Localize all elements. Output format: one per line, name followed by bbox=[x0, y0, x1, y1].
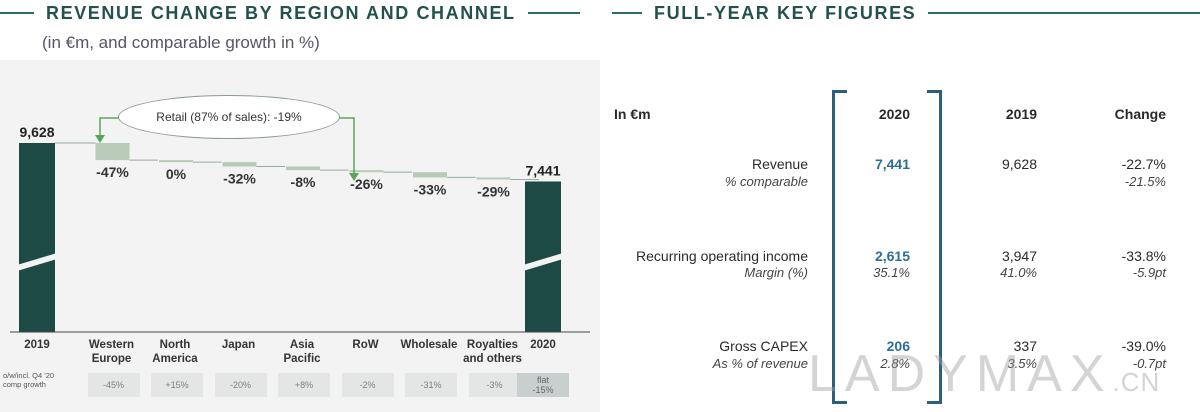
category-label-0: 2019 bbox=[24, 339, 50, 351]
axis-break-2020 bbox=[523, 253, 563, 271]
row-revenue-label: Revenue bbox=[751, 156, 808, 172]
watermark: LADYMAX.CN bbox=[808, 344, 1160, 404]
row-capex-sub-change: -0.7pt bbox=[1132, 356, 1166, 371]
row-revenue-sub-change: -21.5% bbox=[1124, 174, 1166, 189]
growth-footnote-label: o/w/incl. Q4 '20 comp growth bbox=[3, 371, 55, 389]
q4-growth-box-total: flat -15% bbox=[517, 373, 569, 397]
highlight-bracket-left bbox=[832, 90, 847, 404]
change-pct-label-5: -33% bbox=[414, 181, 447, 197]
change-bar-2 bbox=[222, 162, 257, 167]
row-revenue-2020: 7,441 bbox=[874, 156, 910, 172]
q4-growth-box-6: -3% bbox=[468, 373, 521, 397]
category-label-8: 2020 bbox=[530, 339, 556, 351]
bar-2020-label: 7,441 bbox=[525, 162, 560, 178]
row-roi-sub-label: Margin (%) bbox=[744, 265, 808, 280]
q4-growth-box-3: +8% bbox=[278, 373, 330, 397]
change-pct-label-4: -26% bbox=[350, 176, 383, 192]
left-panel-subtitle: (in €m, and comparable growth in %) bbox=[42, 33, 320, 52]
q4-growth-box-2: -20% bbox=[214, 373, 267, 397]
left-panel-title: REVENUE CHANGE BY REGION AND CHANNEL bbox=[46, 2, 516, 23]
row-capex-sub-2019: 3.5% bbox=[1007, 356, 1037, 371]
row-capex-sub-label: As % of revenue bbox=[712, 356, 808, 371]
callout-arrow-right bbox=[338, 117, 355, 175]
table-header-label: In €m bbox=[614, 106, 651, 122]
row-roi-2019: 3,947 bbox=[1001, 248, 1037, 264]
waterfall-chart: 9,628 -47% 0% -32% -8% -26% -33% -29% 7,441 2019 W… bbox=[10, 117, 590, 365]
row-roi-sub-change: -5.9pt bbox=[1132, 265, 1166, 280]
table-header-2020: 2020 bbox=[878, 106, 910, 122]
bar-2019 bbox=[19, 143, 55, 332]
table-header-2019: 2019 bbox=[1005, 106, 1037, 122]
change-bar-6 bbox=[476, 177, 511, 180]
retail-callout: Retail (87% of sales): -19% bbox=[118, 95, 340, 139]
change-pct-label-0: -47% bbox=[96, 164, 129, 180]
table-header-change: Change bbox=[1114, 106, 1166, 122]
q4-growth-box-5: -31% bbox=[405, 373, 457, 397]
change-bar-4 bbox=[349, 170, 384, 173]
watermark-suffix: .CN bbox=[1112, 367, 1161, 397]
row-revenue-2019: 9,628 bbox=[1001, 156, 1037, 172]
row-roi-sub-2019: 41.0% bbox=[1000, 265, 1037, 280]
row-revenue-change: -22.7% bbox=[1121, 156, 1166, 172]
row-capex-2019: 337 bbox=[1013, 338, 1037, 354]
watermark-main: LADYMAX bbox=[808, 345, 1113, 403]
callout-arrow-left bbox=[99, 117, 120, 137]
row-capex-2020: 206 bbox=[886, 338, 910, 354]
row-revenue-sub-label: % comparable bbox=[724, 174, 808, 189]
change-pct-label-6: -29% bbox=[477, 183, 510, 199]
change-bar-1 bbox=[159, 160, 193, 163]
axis-break-2019 bbox=[17, 253, 57, 271]
q4-growth-box-1: +15% bbox=[151, 373, 203, 397]
right-panel-title: FULL-YEAR KEY FIGURES bbox=[654, 2, 917, 23]
category-label-7: Royalties and others bbox=[463, 339, 522, 365]
row-capex-label: Gross CAPEX bbox=[719, 338, 808, 354]
change-pct-label-2: -32% bbox=[223, 171, 256, 187]
change-pct-label-1: 0% bbox=[166, 166, 187, 182]
category-label-5: RoW bbox=[352, 339, 378, 351]
highlight-bracket-right bbox=[927, 90, 942, 404]
category-label-2: North America bbox=[152, 339, 198, 365]
row-roi-2020: 2,615 bbox=[874, 248, 910, 264]
retail-callout-text: Retail (87% of sales): -19% bbox=[156, 110, 302, 124]
callout-arrowhead-right bbox=[349, 173, 359, 181]
change-bar-0 bbox=[95, 143, 130, 161]
change-bar-3 bbox=[286, 166, 320, 171]
left-panel-header: REVENUE CHANGE BY REGION AND CHANNEL bbox=[0, 2, 580, 24]
q4-growth-box-0: -45% bbox=[87, 373, 140, 397]
q4-growth-box-4: -2% bbox=[341, 373, 394, 397]
row-capex-change: -39.0% bbox=[1121, 338, 1166, 354]
category-label-3: Japan bbox=[222, 339, 255, 351]
row-capex-sub-2020: 2.8% bbox=[880, 356, 910, 371]
category-label-6: Wholesale bbox=[401, 339, 458, 351]
row-roi-sub-2020: 35.1% bbox=[873, 265, 910, 280]
bar-2019-label: 9,628 bbox=[19, 124, 54, 140]
right-panel-header: FULL-YEAR KEY FIGURES bbox=[612, 2, 1200, 24]
row-roi-change: -33.8% bbox=[1121, 248, 1166, 264]
waterfall-chart-area: 9,628 -47% 0% -32% -8% -26% -33% -29% 7,441 2019 W… bbox=[0, 60, 600, 412]
change-bar-5 bbox=[413, 172, 447, 178]
category-label-1: Western Europe bbox=[89, 339, 134, 365]
category-label-4: Asia Pacific bbox=[283, 339, 321, 365]
change-pct-label-3: -8% bbox=[291, 174, 316, 190]
callout-arrowhead-left bbox=[95, 135, 105, 143]
row-roi-label: Recurring operating income bbox=[636, 248, 808, 264]
